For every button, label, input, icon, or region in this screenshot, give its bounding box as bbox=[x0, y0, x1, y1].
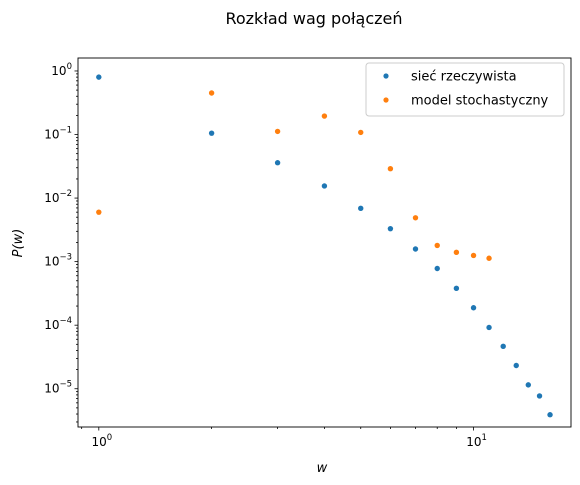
data-point-series-0 bbox=[513, 362, 519, 369]
data-point-series-0 bbox=[525, 382, 532, 388]
data-point-series-0 bbox=[434, 265, 440, 272]
data-point-series-1 bbox=[96, 209, 102, 215]
data-point-series-1 bbox=[412, 215, 419, 221]
data-point-series-1 bbox=[453, 249, 460, 256]
data-point-series-0 bbox=[500, 343, 506, 350]
legend-marker-0 bbox=[383, 73, 389, 79]
y-tick-label: 10−4 bbox=[44, 316, 72, 332]
y-tick-label: 10−5 bbox=[44, 380, 72, 396]
y-tick-label: 10−1 bbox=[44, 126, 72, 142]
x-axis-ticks: 100 101 bbox=[81, 427, 487, 449]
data-point-series-0 bbox=[387, 225, 394, 232]
y-axis-label: P(w) bbox=[11, 229, 26, 258]
data-point-series-1 bbox=[358, 129, 364, 136]
x-tick-label: 101 bbox=[466, 433, 487, 449]
data-point-series-0 bbox=[274, 160, 281, 166]
data-point-series-0 bbox=[358, 205, 364, 212]
data-point-series-1 bbox=[470, 252, 477, 259]
y-tick-label: 100 bbox=[51, 62, 72, 78]
legend-label-1: model stochastyczny bbox=[411, 94, 549, 109]
x-tick-label: 100 bbox=[91, 433, 112, 449]
data-point-series-1 bbox=[274, 128, 281, 135]
y-tick-label: 10−3 bbox=[44, 253, 72, 269]
y-axis-ticks: 100 10−1 10−2 10−3 10−4 10−5 bbox=[44, 62, 78, 423]
data-point-series-0 bbox=[453, 285, 460, 292]
legend-marker-1 bbox=[383, 97, 389, 103]
data-point-series-0 bbox=[547, 412, 553, 418]
legend: sieć rzeczywista model stochastyczny bbox=[365, 62, 565, 117]
data-point-series-0 bbox=[486, 324, 492, 331]
data-point-series-1 bbox=[434, 242, 440, 249]
data-point-series-0 bbox=[208, 130, 215, 136]
data-points bbox=[96, 74, 553, 418]
x-axis-label: w bbox=[317, 461, 328, 476]
data-point-series-0 bbox=[470, 305, 477, 311]
data-point-series-1 bbox=[321, 113, 328, 119]
data-point-series-1 bbox=[486, 255, 492, 261]
data-point-series-0 bbox=[412, 246, 419, 252]
chart-title: Rozkład wag połączeń bbox=[225, 9, 402, 28]
y-tick-label: 10−2 bbox=[44, 189, 72, 205]
data-point-series-1 bbox=[387, 165, 394, 172]
data-point-series-0 bbox=[536, 393, 543, 399]
legend-label-0: sieć rzeczywista bbox=[411, 70, 517, 85]
data-point-series-0 bbox=[96, 74, 102, 80]
legend-box bbox=[365, 62, 565, 117]
data-point-series-1 bbox=[208, 90, 215, 96]
data-point-series-0 bbox=[321, 183, 328, 189]
